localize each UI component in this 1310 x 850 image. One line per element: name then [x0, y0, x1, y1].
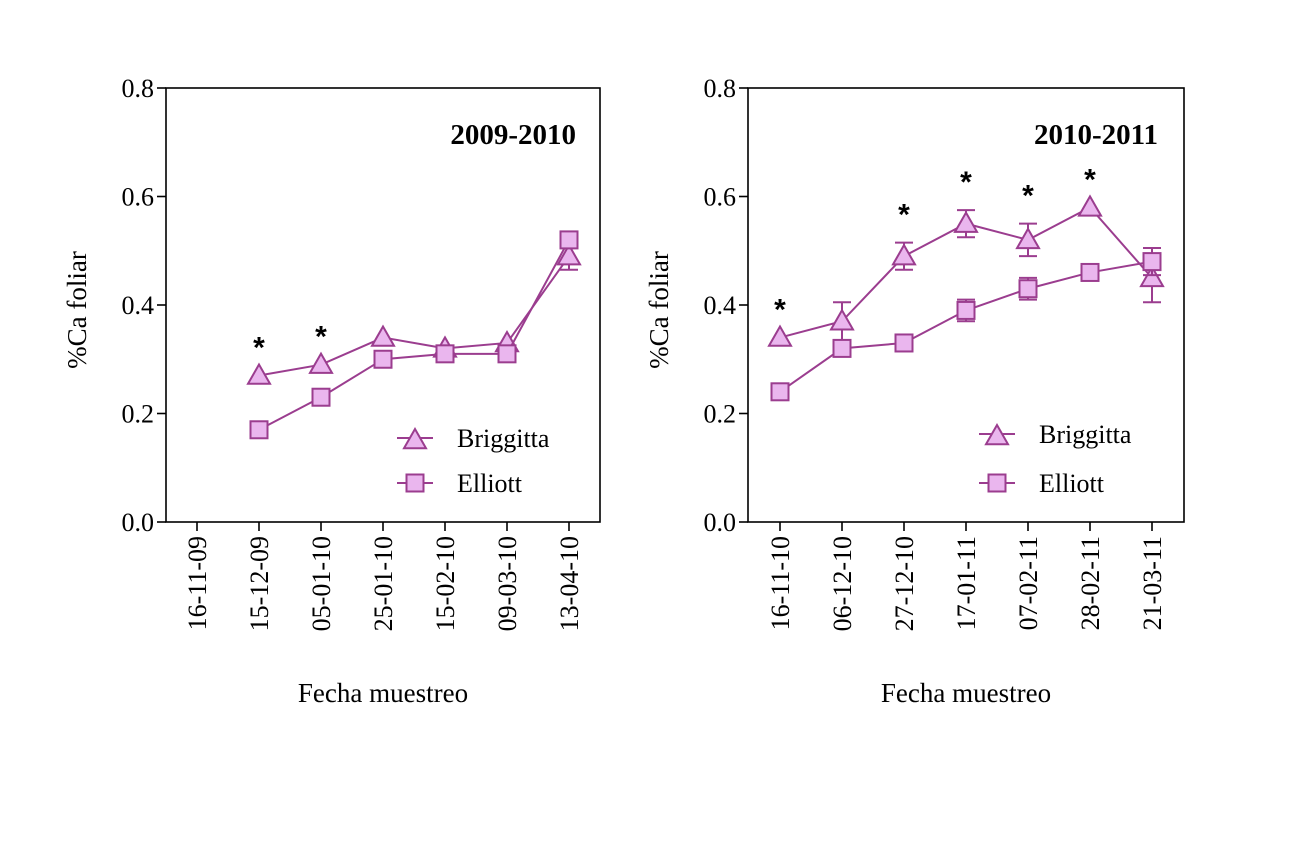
x-tick-label: 15-02-10 — [431, 536, 460, 631]
legend-marker — [402, 426, 428, 450]
data-point-elliott — [770, 382, 790, 402]
legend-item-briggitta: Briggitta — [979, 420, 1132, 449]
series-elliott — [770, 247, 1162, 402]
chart-panel-2: 0.0 0.2 0.4 0.6 0.8 16-11-10 06-12-10 27-12-10 1… — [644, 74, 1185, 708]
x-tick-label: 25-01-10 — [369, 536, 398, 631]
legend-item-elliott: Elliott — [979, 469, 1105, 498]
y-tick-label: 0.6 — [704, 183, 737, 212]
legend-marker — [987, 473, 1007, 493]
series-elliott — [249, 230, 579, 440]
series-line-elliott — [258, 239, 570, 431]
y-tick-label: 0.6 — [122, 183, 155, 212]
y-tick-label: 0.4 — [704, 291, 737, 320]
data-point-elliott — [497, 344, 517, 364]
x-tick-label: 27-12-10 — [890, 536, 919, 631]
significance-asterisk: * — [253, 332, 265, 365]
x-tick-label: 17-01-11 — [952, 536, 981, 630]
x-tick-label: 16-11-09 — [183, 536, 212, 630]
legend-label: Elliott — [457, 469, 523, 498]
data-point-elliott — [894, 333, 914, 353]
x-tick-label: 07-02-11 — [1014, 536, 1043, 630]
data-point-elliott — [435, 344, 455, 364]
data-point-elliott — [832, 338, 852, 358]
data-point-elliott — [559, 230, 579, 250]
y-tick-label: 0.2 — [704, 400, 737, 429]
x-tick-label: 16-11-10 — [766, 536, 795, 630]
data-point-briggitta — [1015, 226, 1041, 250]
legend-label: Elliott — [1039, 469, 1105, 498]
x-tick-label: 21-03-11 — [1138, 536, 1167, 630]
x-tick-label: 28-02-11 — [1076, 536, 1105, 630]
x-axis-title: Fecha muestreo — [881, 678, 1051, 708]
data-point-briggitta — [308, 351, 334, 374]
y-axis-title: %Ca foliar — [644, 251, 674, 369]
data-point-briggitta — [556, 243, 582, 266]
series-line-briggitta — [258, 255, 570, 377]
chart-panel-1: 0.0 0.2 0.4 0.6 0.8 16-11-09 15-12-09 05-01-10 2… — [62, 74, 601, 708]
data-point-briggitta — [1077, 194, 1103, 217]
significance-asterisk: * — [898, 199, 910, 232]
significance-asterisk: * — [1022, 180, 1034, 213]
x-tick-label: 13-04-10 — [555, 536, 584, 631]
significance-asterisk: * — [960, 166, 972, 199]
data-point-briggitta — [953, 210, 979, 233]
y-tick-label: 0.4 — [122, 291, 155, 320]
significance-asterisk: * — [774, 294, 786, 327]
x-tick-label: 05-01-10 — [307, 536, 336, 631]
legend-item-elliott: Elliott — [397, 469, 523, 498]
data-point-briggitta — [891, 243, 917, 266]
legend-label: Briggitta — [1039, 420, 1132, 449]
legend-label: Briggitta — [457, 424, 550, 453]
y-tick-label: 0.8 — [704, 74, 737, 103]
data-point-briggitta — [370, 324, 396, 347]
x-tick-label: 15-12-09 — [245, 536, 274, 631]
y-axis-title: %Ca foliar — [62, 251, 92, 369]
data-point-elliott — [956, 300, 976, 320]
y-tick-label: 0.8 — [122, 74, 155, 103]
y-tick-label: 0.2 — [122, 400, 155, 429]
data-point-elliott — [373, 349, 393, 369]
legend-item-briggitta: Briggitta — [397, 424, 550, 453]
data-point-elliott — [311, 387, 331, 407]
data-point-briggitta — [767, 324, 793, 347]
series-briggitta — [767, 194, 1165, 347]
significance-asterisk: * — [315, 321, 327, 354]
data-point-briggitta — [829, 308, 855, 331]
legend-marker — [405, 473, 425, 493]
data-point-briggitta — [246, 362, 272, 385]
panel-title: 2010-2011 — [1034, 119, 1158, 151]
y-tick-label: 0.0 — [704, 508, 737, 537]
data-point-briggitta — [1139, 264, 1165, 288]
data-point-elliott — [1142, 252, 1162, 272]
y-tick-label: 0.0 — [122, 508, 155, 537]
x-tick-label: 09-03-10 — [493, 536, 522, 631]
data-point-elliott — [249, 420, 269, 440]
significance-asterisk: * — [1084, 163, 1096, 196]
data-point-elliott — [1018, 279, 1038, 299]
data-point-elliott — [1080, 262, 1100, 282]
panel-title: 2009-2010 — [450, 119, 576, 151]
x-tick-label: 06-12-10 — [828, 536, 857, 631]
x-axis-title: Fecha muestreo — [298, 678, 468, 708]
legend-marker — [984, 422, 1010, 446]
